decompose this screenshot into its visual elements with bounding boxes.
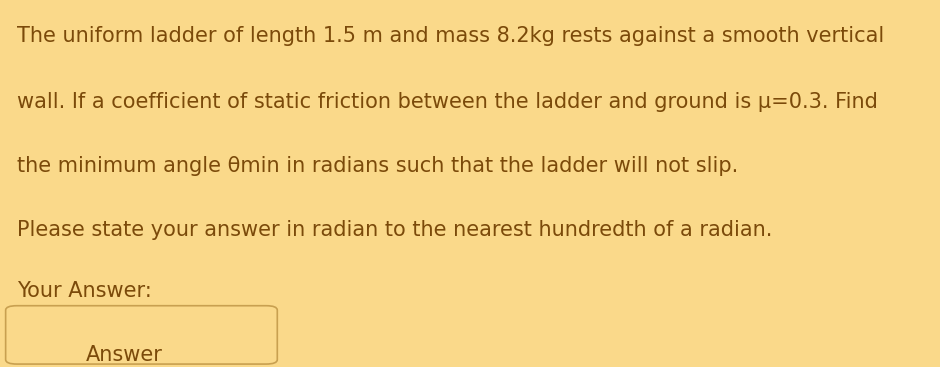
Text: the minimum angle θmin in radians such that the ladder will not slip.: the minimum angle θmin in radians such t… [17,156,738,176]
Text: Please state your answer in radian to the nearest hundredth of a radian.: Please state your answer in radian to th… [17,220,773,240]
Text: wall. If a coefficient of static friction between the ladder and ground is μ=0.3: wall. If a coefficient of static frictio… [17,92,878,112]
Text: The uniform ladder of length 1.5 m and mass 8.2kg rests against a smooth vertica: The uniform ladder of length 1.5 m and m… [17,26,885,46]
Text: Answer: Answer [86,345,163,365]
FancyBboxPatch shape [6,306,277,364]
Text: Your Answer:: Your Answer: [17,281,151,301]
